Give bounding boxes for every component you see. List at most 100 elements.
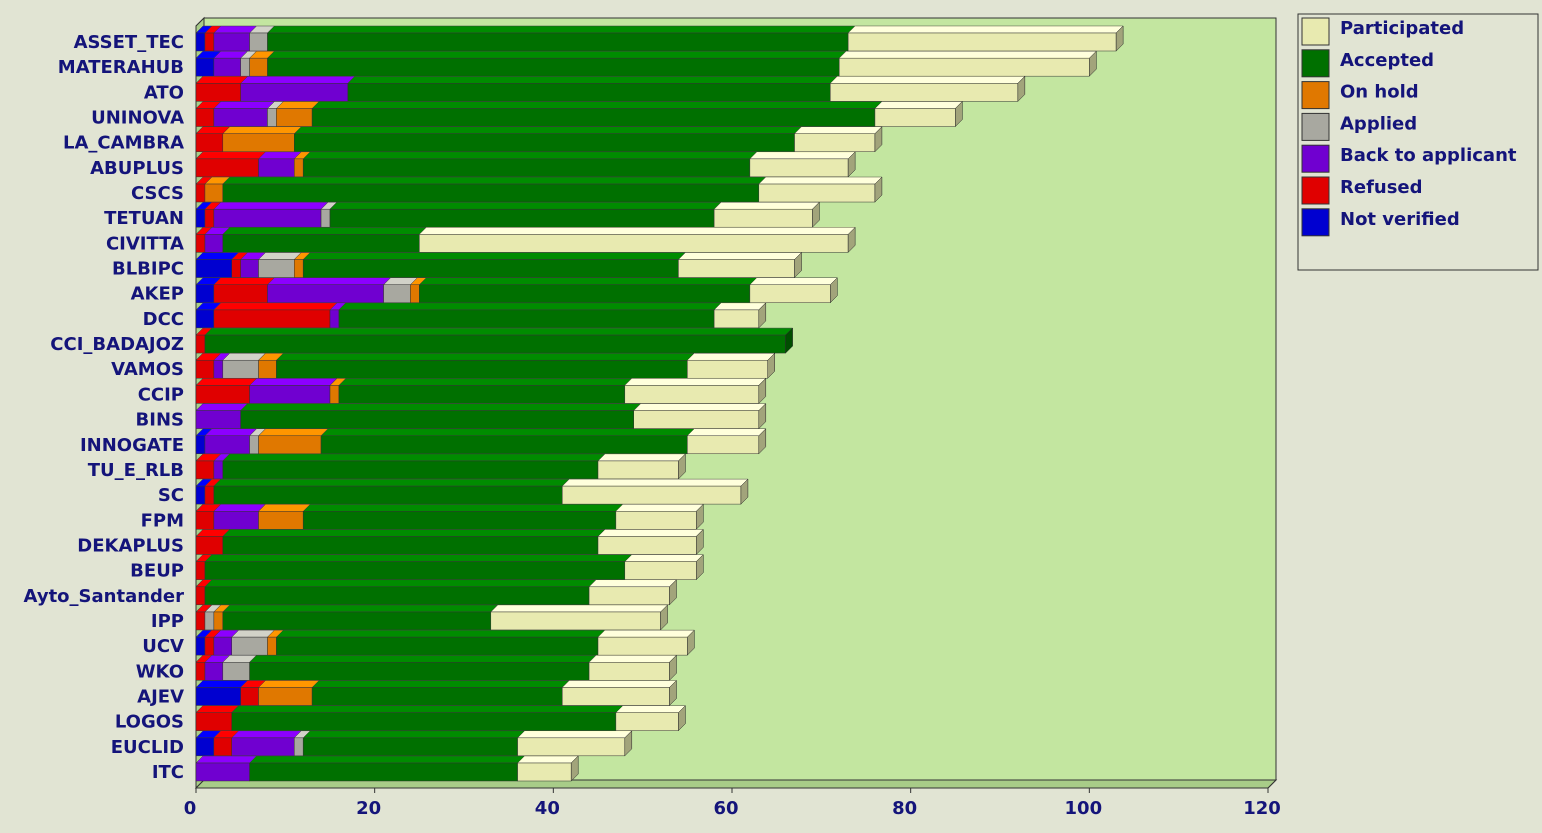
bar-top <box>597 453 687 462</box>
bar-top <box>561 680 678 688</box>
bar <box>249 57 268 77</box>
bar-top <box>257 428 329 437</box>
y-tick-label: VAMOS <box>111 359 184 380</box>
bar <box>562 485 742 505</box>
bar-side <box>847 226 856 253</box>
legend-label: Participated <box>1340 18 1464 39</box>
bar <box>222 662 250 681</box>
y-tick-label: EUCLID <box>111 737 184 758</box>
bar-top <box>222 227 427 235</box>
bar-top <box>195 378 258 386</box>
bar-top <box>516 730 633 739</box>
bar-side <box>785 327 793 354</box>
bar <box>410 284 420 303</box>
y-tick-label: BEUP <box>130 561 184 582</box>
bar <box>213 611 224 631</box>
bar <box>240 410 634 429</box>
legend-swatch <box>1301 208 1330 237</box>
bar <box>302 158 751 178</box>
bar <box>794 133 876 152</box>
bar-top <box>749 151 856 160</box>
bar <box>195 687 241 706</box>
legend-label: Applied <box>1340 113 1417 134</box>
y-tick-label: ATO <box>144 82 184 103</box>
bar <box>195 435 206 455</box>
bar <box>615 712 679 731</box>
bar-side <box>696 554 704 581</box>
y-tick-label: IPP <box>151 611 184 632</box>
bar-side <box>696 503 704 530</box>
bar <box>195 561 206 580</box>
bar <box>517 762 572 782</box>
bar <box>624 561 697 580</box>
legend-label: Back to applicant <box>1340 145 1517 166</box>
bar-top <box>677 252 803 260</box>
bar <box>195 32 206 52</box>
bar-side <box>696 528 704 556</box>
bar-top <box>686 428 767 437</box>
bar <box>267 32 849 52</box>
bar-top <box>749 277 838 285</box>
bar-top <box>213 277 276 285</box>
bar <box>874 108 956 127</box>
bar <box>213 636 232 656</box>
bar-side <box>955 100 963 128</box>
bar-top <box>293 126 803 134</box>
x-tick-label: 40 <box>535 798 560 819</box>
bar-side <box>874 176 883 203</box>
y-tick-label: LA_CAMBRA <box>63 133 184 154</box>
bar <box>347 83 831 102</box>
bar <box>258 359 277 379</box>
bar <box>320 208 331 228</box>
y-tick-label: WKO <box>136 661 184 682</box>
bar <box>222 183 760 203</box>
bar <box>329 309 340 329</box>
bar-top <box>686 352 776 361</box>
bar <box>195 712 232 731</box>
y-tick-label: ITC <box>152 762 184 783</box>
bar-top <box>275 101 320 109</box>
bar-top <box>418 227 856 235</box>
bar-side <box>660 604 668 631</box>
bar <box>195 586 206 606</box>
bar-top <box>213 504 267 512</box>
bar <box>213 32 250 52</box>
bar-top <box>338 302 722 311</box>
bar-side <box>624 730 633 757</box>
bar <box>329 208 715 228</box>
bar <box>597 636 688 656</box>
bar <box>195 536 224 555</box>
bar <box>258 511 304 530</box>
bar-top <box>231 730 302 739</box>
bar <box>249 385 331 404</box>
y-tick-label: BLBIPC <box>112 259 184 280</box>
bar <box>838 57 1090 77</box>
bar-top <box>302 151 758 160</box>
bar-top <box>204 327 794 336</box>
bar-top <box>257 680 320 688</box>
bar-top <box>213 478 570 487</box>
bar <box>213 309 331 329</box>
y-tick-label: DEKAPLUS <box>77 535 184 556</box>
bar-side <box>687 629 695 656</box>
y-tick-label: TU_E_RLB <box>88 460 184 481</box>
bar-top <box>195 705 240 713</box>
legend-swatch <box>1301 144 1330 173</box>
y-tick-label: UNINOVA <box>91 108 184 129</box>
bar <box>258 158 295 178</box>
bar <box>240 57 250 77</box>
legend <box>1297 13 1539 271</box>
legend-swatch <box>1301 176 1330 205</box>
bar-top <box>257 504 311 512</box>
bar <box>195 385 250 404</box>
bar-side <box>740 478 749 505</box>
bar-top <box>213 302 338 311</box>
bar <box>213 208 322 228</box>
bar-top <box>311 101 883 109</box>
bar-top <box>713 302 767 311</box>
bar-top <box>847 25 1124 34</box>
legend-swatch <box>1301 17 1330 46</box>
bar-top <box>302 252 687 260</box>
legend-label: Accepted <box>1340 50 1434 71</box>
